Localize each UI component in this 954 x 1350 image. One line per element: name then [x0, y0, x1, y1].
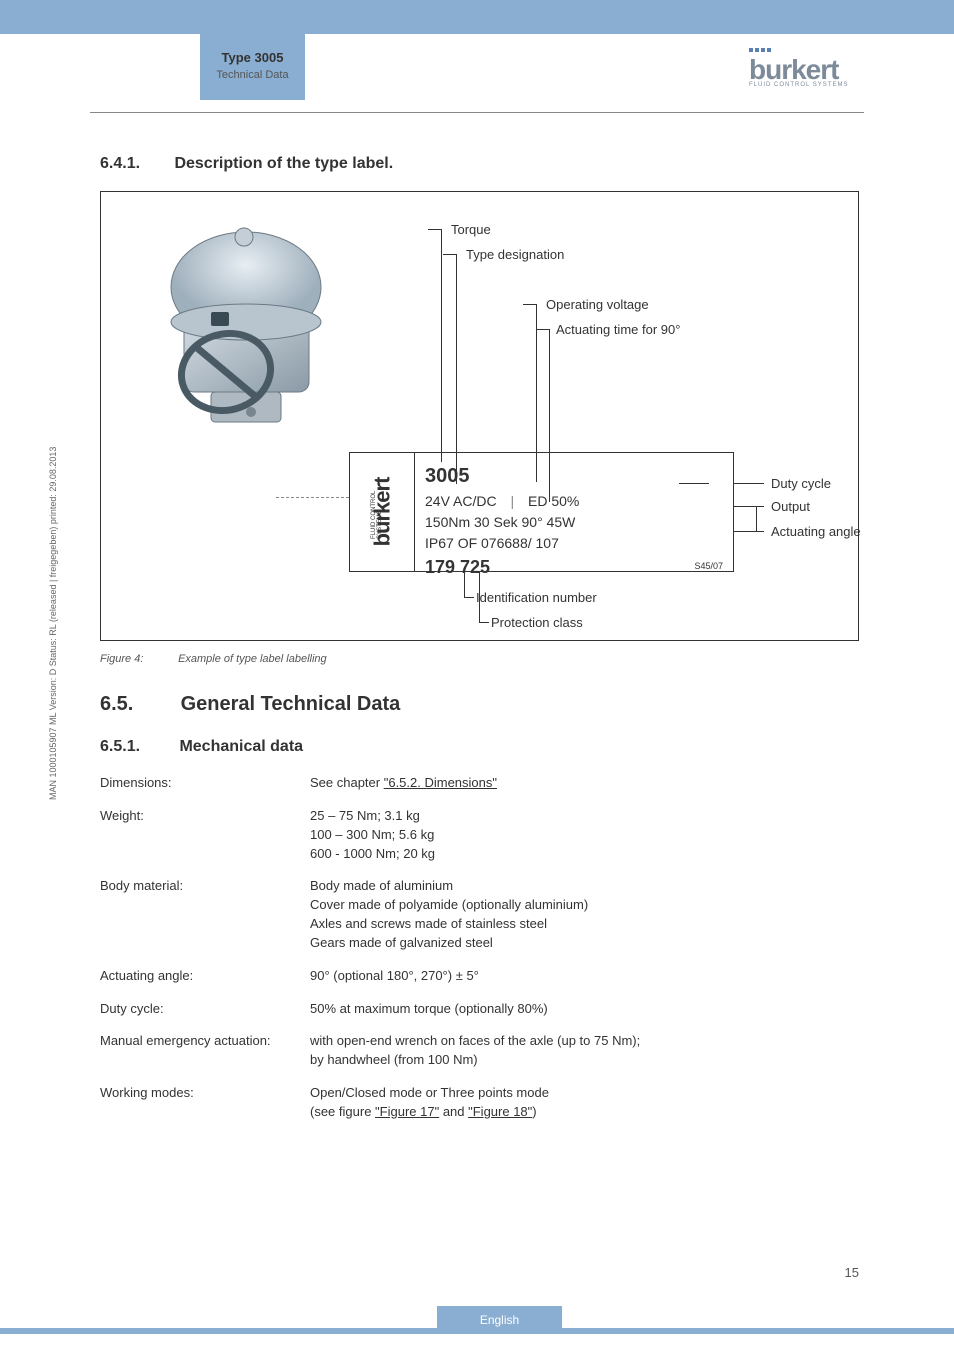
footer-language: English	[437, 1306, 562, 1334]
value-dimensions: See chapter "6.5.2. Dimensions"	[310, 774, 497, 793]
figure-caption: Figure 4: Example of type label labellin…	[100, 653, 859, 665]
heading-651: 6.5.1. Mechanical data	[100, 738, 859, 756]
value-working: Open/Closed mode or Three points mode (s…	[310, 1084, 549, 1122]
label-working: Working modes:	[100, 1084, 310, 1122]
label-manual: Manual emergency actuation:	[100, 1032, 310, 1070]
callout-protection-class: Protection class	[491, 615, 583, 630]
figure-text: Example of type label labelling	[178, 653, 327, 665]
header-rule	[90, 112, 864, 113]
top-bar	[0, 0, 954, 34]
callout-torque: Torque	[451, 222, 491, 237]
heading-text: General Technical Data	[181, 693, 401, 715]
value-body: Body made of aluminium Cover made of pol…	[310, 877, 588, 952]
link-figure-17[interactable]: "Figure 17"	[375, 1104, 439, 1119]
row-dimensions: Dimensions: See chapter "6.5.2. Dimensio…	[100, 774, 859, 793]
heading-text: Mechanical data	[179, 738, 303, 755]
label-line3: 150Nm 30 Sek 90° 45W	[425, 512, 723, 533]
callout-duty-cycle: Duty cycle	[771, 476, 831, 491]
label-content: 3005 24V AC/DC | ED 50% 150Nm 30 Sek 90°…	[415, 453, 733, 571]
label-logo: burkert FLUID CONTROL SYSTEMS	[350, 453, 415, 571]
value-manual: with open-end wrench on faces of the axl…	[310, 1032, 640, 1070]
subtitle: Technical Data	[200, 69, 305, 81]
brand-logo: burkert FLUID CONTROL SYSTEMS	[749, 48, 859, 88]
row-manual-actuation: Manual emergency actuation: with open-en…	[100, 1032, 859, 1070]
side-metadata: MAN 1000105907 ML Version: D Status: RL …	[48, 447, 58, 800]
type-title: Type 3005	[200, 50, 305, 65]
label-line4: IP67 OF 076688/ 107	[425, 533, 723, 554]
callout-actuating-time: Actuating time for 90°	[556, 322, 680, 337]
callout-identification-number: Identification number	[476, 590, 597, 605]
page-number: 15	[845, 1265, 859, 1280]
label-line2: 24V AC/DC | ED 50%	[425, 491, 723, 512]
label-weight: Weight:	[100, 807, 310, 864]
value-angle: 90° (optional 180°, 270°) ± 5°	[310, 967, 479, 986]
callout-output: Output	[771, 499, 810, 514]
heading-num: 6.5.1.	[100, 738, 175, 756]
callout-type-designation: Type designation	[466, 247, 564, 262]
label-duty: Duty cycle:	[100, 1000, 310, 1019]
type-label: burkert FLUID CONTROL SYSTEMS 3005 24V A…	[349, 452, 734, 572]
figure-4: burkert FLUID CONTROL SYSTEMS 3005 24V A…	[100, 191, 859, 641]
row-duty-cycle: Duty cycle: 50% at maximum torque (optio…	[100, 1000, 859, 1019]
row-weight: Weight: 25 – 75 Nm; 3.1 kg 100 – 300 Nm;…	[100, 807, 859, 864]
header-title: Type 3005 Technical Data	[200, 50, 305, 81]
row-actuating-angle: Actuating angle: 90° (optional 180°, 270…	[100, 967, 859, 986]
link-dimensions[interactable]: "6.5.2. Dimensions"	[384, 775, 497, 790]
label-angle: Actuating angle:	[100, 967, 310, 986]
label-logo-sub: FLUID CONTROL SYSTEMS	[371, 485, 383, 539]
label-dimensions: Dimensions:	[100, 774, 310, 793]
heading-65: 6.5. General Technical Data	[100, 693, 859, 716]
brand-sub: FLUID CONTROL SYSTEMS	[749, 82, 859, 88]
callout-operating-voltage: Operating voltage	[546, 297, 649, 312]
actuator-illustration	[136, 217, 356, 457]
value-duty: 50% at maximum torque (optionally 80%)	[310, 1000, 548, 1019]
link-figure-18[interactable]: "Figure 18"	[468, 1104, 532, 1119]
heading-num: 6.5.	[100, 693, 175, 716]
row-body-material: Body material: Body made of aluminium Co…	[100, 877, 859, 952]
figure-num: Figure 4:	[100, 653, 175, 665]
heading-641: 6.4.1. Description of the type label.	[100, 155, 859, 173]
label-body: Body material:	[100, 877, 310, 952]
callout-actuating-angle: Actuating angle	[771, 524, 861, 539]
value-weight: 25 – 75 Nm; 3.1 kg 100 – 300 Nm; 5.6 kg …	[310, 807, 435, 864]
row-working-modes: Working modes: Open/Closed mode or Three…	[100, 1084, 859, 1122]
heading-num: 6.4.1.	[100, 155, 170, 173]
label-line5: 179 725 S45/07	[425, 554, 723, 581]
heading-text: Description of the type label.	[174, 155, 393, 172]
content: 6.4.1. Description of the type label.	[100, 155, 859, 1136]
dashed-connector	[276, 497, 349, 498]
label-line1: 3005	[425, 461, 723, 491]
